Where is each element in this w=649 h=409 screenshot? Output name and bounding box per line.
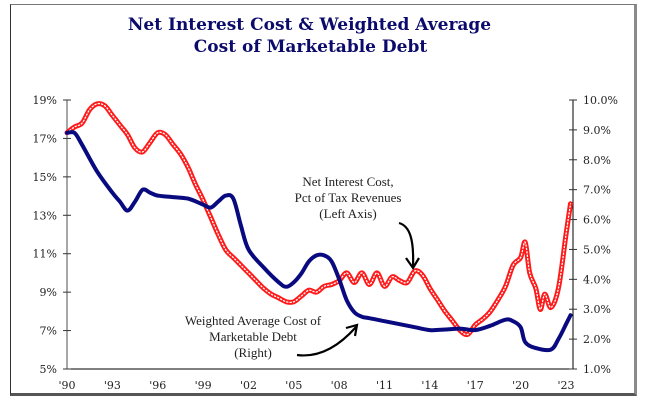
right-axis-tick-label: 5.0% [583, 243, 611, 256]
annotation-wac-line-1: Weighted Average Cost of [185, 313, 322, 328]
x-axis-tick-label: '05 [285, 379, 302, 392]
x-axis-tick-label: '90 [58, 379, 75, 392]
x-axis-tick-label: '23 [557, 379, 574, 392]
x-axis-tick-label: '17 [467, 379, 484, 392]
right-axis-tick-label: 9.0% [583, 124, 611, 137]
series-net-interest-cost-dots [66, 102, 572, 336]
annotations: Net Interest Cost, Pct of Tax Revenues (… [185, 174, 420, 360]
annotation-net-interest-line-2: Pct of Tax Revenues [295, 190, 402, 205]
x-axis-tick-label: '14 [421, 379, 438, 392]
chart-title-line-2: Cost of Marketable Debt [193, 37, 428, 57]
left-axis-tick-label: 5% [40, 363, 57, 376]
chart-title-line-1: Net Interest Cost & Weighted Average [127, 15, 492, 35]
chart-frame [10, 4, 637, 396]
left-axis-tick-label: 13% [33, 209, 57, 222]
annotation-net-interest-line-3: (Left Axis) [319, 206, 376, 221]
x-axis-tick-label: '11 [376, 379, 393, 392]
annotation-wac-line-2: Marketable Debt [209, 329, 297, 344]
left-axis-tick-label: 11% [33, 248, 57, 261]
right-axis-tick-label: 4.0% [583, 273, 611, 286]
x-axis-tick-label: '96 [149, 379, 166, 392]
chart-title: Net Interest Cost & Weighted Average Cos… [0, 14, 649, 58]
right-axis-tick-label: 1.0% [583, 363, 611, 376]
x-axis-tick-label: '20 [512, 379, 529, 392]
annotation-arrow-net-interest [398, 221, 415, 267]
annotation-arrowhead-net-interest [405, 257, 420, 271]
right-axis-tick-label: 2.0% [583, 333, 611, 346]
annotation-arrow-wac [296, 326, 357, 357]
axes: 5% 7% 9% 11% 13% 15% 17% 19% 1.0% 2.0% 3.0% 4.0% 5.0… [33, 94, 618, 392]
right-axis-tick-label: 8.0% [583, 154, 611, 167]
right-axis-tick-label: 7.0% [583, 184, 611, 197]
annotation-arrowhead-wac [345, 323, 359, 337]
left-axis-tick-label: 19% [33, 94, 57, 107]
x-axis-tick-label: '02 [240, 379, 257, 392]
series-layer [64, 101, 573, 353]
x-axis-tick-label: '99 [195, 379, 212, 392]
right-axis-tick-label: 10.0% [583, 94, 618, 107]
x-axis-tick-label: '08 [331, 379, 348, 392]
x-axis-tick-label: '93 [104, 379, 121, 392]
left-axis-tick-label: 17% [33, 132, 57, 145]
annotation-net-interest-line-1: Net Interest Cost, [302, 174, 393, 189]
left-axis-tick-label: 7% [40, 325, 57, 338]
left-axis-tick-label: 15% [33, 171, 57, 184]
right-axis-tick-label: 3.0% [583, 303, 611, 316]
annotation-wac-line-3: (Right) [234, 345, 272, 360]
right-axis-tick-label: 6.0% [583, 214, 611, 227]
left-axis-tick-label: 9% [40, 286, 57, 299]
